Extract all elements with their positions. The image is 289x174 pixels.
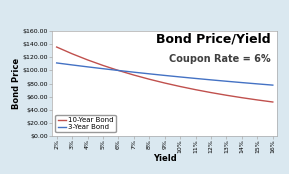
10-Year Bond	[148, 78, 151, 80]
3-Year Bond	[271, 84, 275, 86]
3-Year Bond	[194, 77, 197, 80]
10-Year Bond	[256, 99, 259, 101]
10-Year Bond	[86, 59, 89, 61]
10-Year Bond	[240, 97, 244, 99]
Line: 3-Year Bond: 3-Year Bond	[57, 63, 273, 85]
X-axis label: Yield: Yield	[153, 155, 177, 163]
10-Year Bond	[117, 69, 120, 72]
3-Year Bond	[209, 79, 213, 81]
3-Year Bond	[86, 66, 89, 68]
3-Year Bond	[148, 73, 151, 75]
10-Year Bond	[225, 94, 228, 96]
3-Year Bond	[70, 64, 74, 66]
10-Year Bond	[178, 85, 182, 88]
3-Year Bond	[225, 80, 228, 82]
10-Year Bond	[55, 46, 58, 48]
10-Year Bond	[209, 92, 213, 94]
3-Year Bond	[256, 83, 259, 85]
3-Year Bond	[101, 68, 105, 70]
10-Year Bond	[163, 82, 166, 84]
10-Year Bond	[101, 64, 105, 66]
10-Year Bond	[194, 89, 197, 91]
Line: 10-Year Bond: 10-Year Bond	[57, 47, 273, 102]
3-Year Bond	[55, 62, 58, 64]
10-Year Bond	[132, 74, 136, 76]
10-Year Bond	[70, 53, 74, 55]
3-Year Bond	[117, 69, 120, 72]
3-Year Bond	[240, 82, 244, 84]
3-Year Bond	[178, 76, 182, 78]
Text: Coupon Rate = 6%: Coupon Rate = 6%	[169, 54, 271, 64]
3-Year Bond	[163, 74, 166, 76]
3-Year Bond	[132, 71, 136, 73]
Legend: 10-Year Bond, 3-Year Bond: 10-Year Bond, 3-Year Bond	[55, 115, 116, 132]
10-Year Bond	[271, 101, 275, 103]
Text: Bond Price/Yield: Bond Price/Yield	[156, 32, 271, 45]
Y-axis label: Bond Price: Bond Price	[12, 58, 21, 109]
